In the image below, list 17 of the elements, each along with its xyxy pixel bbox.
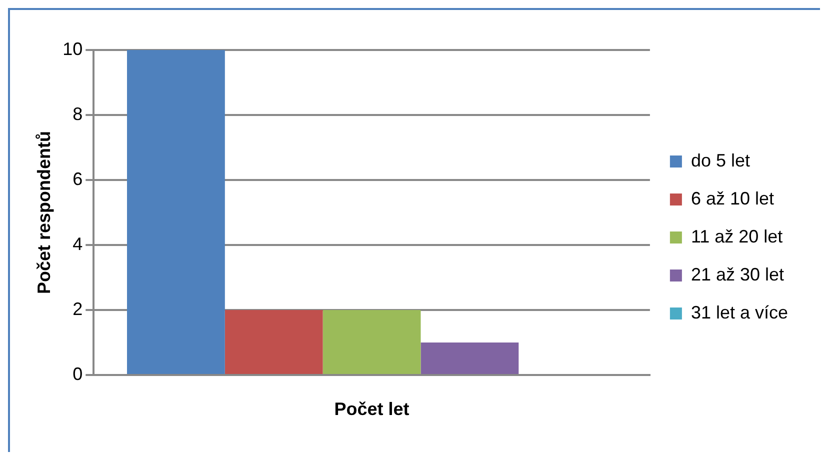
y-tick-label: 6 [72, 168, 83, 189]
bar [420, 342, 519, 374]
y-tick-label: 0 [72, 364, 83, 384]
y-axis-title: Počet respondentů [34, 130, 54, 294]
legend-label: 21 až 30 let [690, 264, 784, 284]
y-tick-label: 10 [62, 38, 83, 59]
legend-label: 31 let a více [690, 302, 788, 322]
legend-label: 11 až 20 let [690, 226, 783, 246]
y-tick-label: 4 [72, 234, 83, 254]
legend-label: 6 až 10 let [690, 188, 774, 208]
x-axis-title: Počet let [334, 399, 410, 420]
y-tick-label: 8 [72, 104, 83, 124]
bar [127, 50, 225, 374]
y-tick-label: 2 [72, 298, 83, 319]
legend-label: do 5 let [690, 150, 750, 170]
bar [322, 310, 421, 374]
bar [224, 310, 323, 374]
